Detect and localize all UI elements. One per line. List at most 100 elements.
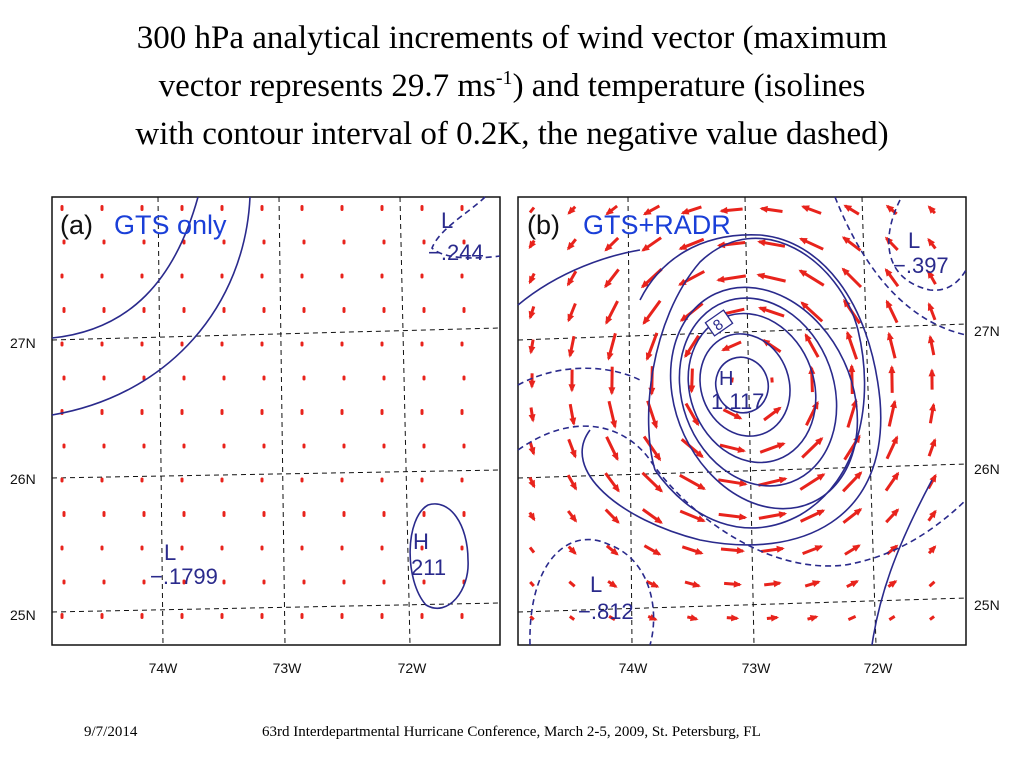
wind-vector-head xyxy=(642,316,651,325)
title-line-3: with contour interval of 0.2K, the negat… xyxy=(135,116,889,152)
wind-vector-head xyxy=(929,438,937,447)
wind-vector-head xyxy=(773,406,782,415)
wind-vector-head xyxy=(695,450,704,458)
wind-vector-head xyxy=(888,365,896,374)
wind-vector-head xyxy=(528,414,536,423)
panel-b-center-value: 1.117 xyxy=(711,389,764,414)
wind-vector xyxy=(568,580,576,588)
wind-vector-head xyxy=(885,204,895,213)
wind-vector xyxy=(529,580,535,588)
panel-b-center-letter: H xyxy=(719,368,733,390)
lon-label: 74W xyxy=(619,660,649,676)
wind-vector-head xyxy=(891,435,898,445)
wind-vector-head xyxy=(642,208,652,216)
wind-vector-head xyxy=(801,205,810,212)
wind-vector-head xyxy=(528,310,536,320)
wind-vector-head xyxy=(528,345,536,355)
wind-vector-head xyxy=(645,352,653,361)
wind-vector-head xyxy=(736,547,745,554)
wind-vector-head xyxy=(800,301,809,310)
wind-vector-head xyxy=(890,399,897,409)
lat-label: 27N xyxy=(10,335,36,351)
panel-a-lat-labels: 27N 26N 25N xyxy=(10,335,36,623)
wind-vector-head xyxy=(738,513,748,521)
lat-label: 26N xyxy=(10,471,36,487)
wind-vector-head xyxy=(798,269,808,277)
lon-label: 73W xyxy=(742,660,772,676)
wind-vector-head xyxy=(799,238,808,245)
wind-vector-head xyxy=(846,330,853,340)
wind-vector-head xyxy=(731,614,740,622)
wind-vector-head xyxy=(816,473,826,481)
wind-vector-head xyxy=(927,270,935,279)
wind-vector-head xyxy=(609,580,618,588)
wind-vector xyxy=(529,615,535,621)
panel-b: 8 L −.397 H 1.117 L −.812 (b) GTS+RADR 2… xyxy=(517,196,1000,676)
wind-vector-head xyxy=(929,473,937,483)
wind-vector-head xyxy=(528,380,536,389)
wind-vector-head xyxy=(815,437,824,446)
wind-vector-head xyxy=(843,204,853,212)
wind-vector-head xyxy=(606,352,614,361)
panel-b-label: (b) xyxy=(527,210,560,240)
wind-vector-head xyxy=(690,614,699,622)
wind-vector xyxy=(608,615,616,621)
panel-a: L −.244 L −.1799 H 211 (a) GTS only 27N … xyxy=(10,196,501,676)
wind-vector-head xyxy=(841,236,851,244)
wind-vector-head xyxy=(854,471,863,480)
wind-vector xyxy=(528,546,536,554)
wind-vector-head xyxy=(604,279,612,289)
wind-vector-head xyxy=(611,452,619,461)
wind-vector-head xyxy=(697,482,706,490)
lat-label: 25N xyxy=(974,597,1000,613)
wind-vector-head xyxy=(841,267,850,276)
wind-vector-head xyxy=(608,387,616,396)
lon-label: 72W xyxy=(864,660,894,676)
wind-vector-head xyxy=(604,243,613,252)
wind-vector-head xyxy=(927,334,935,344)
wind-vector-head xyxy=(721,344,730,351)
wind-vector-head xyxy=(812,580,821,587)
panel-a-center-letter: H xyxy=(413,529,429,554)
wind-vector-head xyxy=(770,614,780,622)
wind-vector-head xyxy=(569,514,577,523)
wind-vector-head xyxy=(716,275,725,283)
wind-vector-head xyxy=(692,581,701,588)
wind-vector-head xyxy=(816,509,826,517)
wind-vector-head xyxy=(758,306,767,314)
wind-vector-head xyxy=(610,420,617,429)
wind-vector-head xyxy=(568,546,577,555)
wind-vector-head xyxy=(692,417,699,427)
panel-b-contours xyxy=(517,196,967,646)
panel-b-grid xyxy=(517,196,967,646)
wind-vector-head xyxy=(884,268,893,277)
wind-vector-head xyxy=(569,417,577,426)
wind-vector-head xyxy=(612,484,620,493)
footer-date: 9/7/2014 xyxy=(84,724,138,740)
slide-title: 300 hPa analytical increments of wind ve… xyxy=(0,14,1024,158)
wind-vector-head xyxy=(778,476,788,484)
wind-vector-head xyxy=(680,207,690,215)
panel-a-frame xyxy=(51,196,501,646)
panel-a-center-value: −.244 xyxy=(428,240,484,265)
panel-a-title: GTS only xyxy=(114,210,227,240)
wind-vector xyxy=(928,580,936,588)
lat-label: 26N xyxy=(974,461,1000,477)
wind-vector xyxy=(568,615,576,621)
wind-vector-head xyxy=(891,471,900,481)
wind-vector-head xyxy=(929,402,936,412)
wind-vector-head xyxy=(567,313,575,323)
wind-vector-head xyxy=(678,243,688,250)
wind-vector-head xyxy=(694,548,704,555)
wind-vector-head xyxy=(927,237,935,247)
wind-vector-head xyxy=(737,446,746,453)
wind-vector-head xyxy=(528,240,536,250)
wind-vector-head xyxy=(688,385,696,394)
unit-superscript: -1 xyxy=(495,67,513,89)
wind-vector-head xyxy=(927,205,936,214)
wind-vector-head xyxy=(891,508,900,517)
panel-a-center-value: 211 xyxy=(411,555,446,580)
wind-vector-head xyxy=(928,545,937,554)
panel-b-center-value: −.812 xyxy=(578,599,634,624)
